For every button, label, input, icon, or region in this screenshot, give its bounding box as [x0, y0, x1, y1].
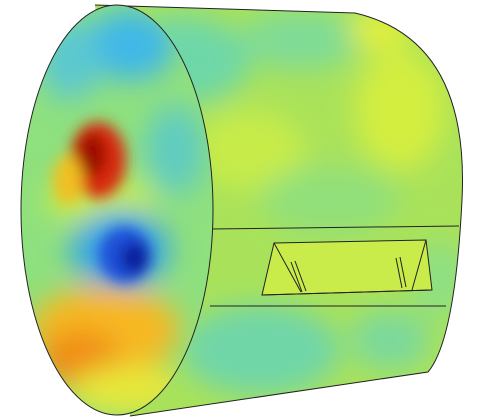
cylinder-render	[0, 0, 479, 419]
page	[0, 0, 479, 419]
